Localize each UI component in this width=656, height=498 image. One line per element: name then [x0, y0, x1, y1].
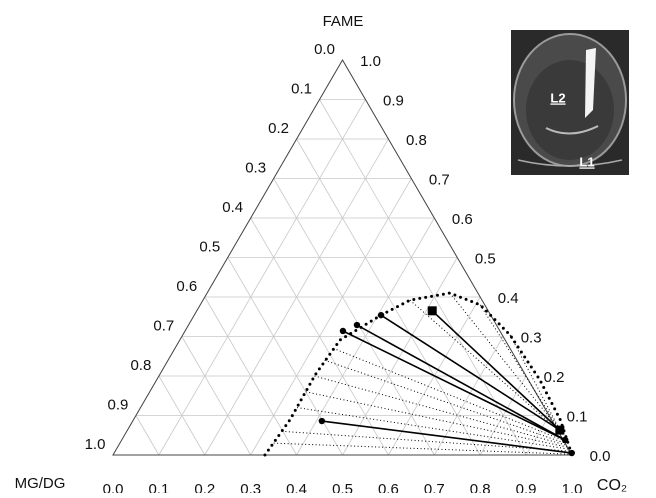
right-tick-label: 0.2	[544, 369, 565, 386]
tie-line	[305, 391, 568, 448]
x-tick-label: 0.5	[332, 481, 353, 493]
photo-inner	[526, 60, 614, 160]
triangle-frame	[112, 59, 573, 456]
grid	[112, 59, 573, 456]
grid-line	[250, 217, 389, 456]
right-tick-label: 0.7	[429, 171, 450, 188]
grid-line	[158, 99, 366, 456]
left-tick-label: 0.2	[268, 120, 289, 137]
x-tick-label: 0.9	[516, 481, 537, 493]
tie-line	[342, 330, 566, 441]
tie-line	[296, 407, 569, 450]
left-tick-label: 0.0	[314, 41, 335, 58]
left-tick-label: 1.0	[85, 436, 106, 453]
left-tick-label: 0.7	[153, 317, 174, 334]
grid-line	[250, 178, 412, 456]
x-tick-label: 0.3	[240, 481, 261, 493]
grid-line	[181, 336, 252, 456]
left-tick-label: 0.5	[199, 238, 220, 255]
tie-point	[353, 321, 361, 329]
tie-line	[509, 334, 561, 432]
right-tick-label: 0.6	[452, 211, 473, 228]
tie-point	[427, 306, 437, 316]
tie-point	[568, 449, 575, 457]
grid-line	[296, 138, 481, 456]
x-tick-label: 0.1	[148, 481, 169, 493]
x-tick-label: 0.6	[378, 481, 399, 493]
right-tick-label: 0.3	[521, 329, 542, 346]
grid-line	[158, 375, 206, 456]
tie-point	[318, 417, 326, 425]
phase-envelope	[263, 291, 574, 457]
inset-photo: L2 L1	[511, 30, 629, 175]
x-tick-label: 0.8	[470, 481, 491, 493]
left-tick-label: 0.1	[291, 80, 312, 97]
left-tick-label: 0.4	[222, 199, 243, 216]
left-tick-label: 0.3	[245, 159, 266, 176]
left-tick-label: 0.9	[108, 396, 129, 413]
left-tick-label: 0.6	[176, 278, 197, 295]
photo-label: L1	[579, 154, 594, 169]
tie-line	[356, 324, 566, 441]
x-tick-label: 1.0	[562, 481, 583, 493]
tie-line	[380, 314, 561, 431]
x-tick-label: 0.2	[194, 481, 215, 493]
grid-line	[319, 99, 527, 456]
photo-label: L2	[550, 90, 565, 105]
x-tick-label: 0.0	[103, 481, 124, 493]
right-tick-label: 0.9	[383, 92, 404, 109]
vertex-label: FAME	[323, 13, 364, 30]
tie-point	[377, 311, 385, 319]
tie-line	[314, 375, 567, 446]
x-tick-label: 0.4	[286, 481, 307, 493]
tie-line	[273, 442, 572, 455]
grid-line	[135, 415, 160, 456]
tie-line	[449, 292, 561, 432]
grid-line	[273, 178, 435, 456]
tie-line	[409, 299, 563, 434]
right-tick-label: 1.0	[360, 53, 381, 70]
x-tick-label: 0.7	[424, 481, 445, 493]
vertex-label: MG/DG	[15, 475, 66, 492]
tie-line	[431, 310, 561, 431]
tie-point	[339, 327, 347, 335]
photo-streak	[585, 48, 596, 118]
grid-line	[342, 257, 458, 456]
tie-line	[324, 359, 566, 444]
right-tick-label: 0.8	[406, 132, 427, 149]
tie-line	[479, 304, 560, 430]
right-tick-label: 0.1	[567, 408, 588, 425]
left-tick-label: 0.8	[130, 357, 151, 374]
tie-line	[321, 420, 572, 454]
right-tick-label: 0.5	[475, 250, 496, 267]
photo-bottom	[517, 159, 623, 167]
right-tick-label: 0.4	[498, 290, 519, 307]
grid-line	[204, 296, 297, 456]
grid-line	[433, 336, 504, 456]
vertex-label: CO₂	[597, 477, 627, 493]
tie-line	[281, 430, 570, 452]
tie-point	[561, 436, 569, 444]
right-tick-label: 0.0	[590, 448, 611, 465]
photo-interface	[545, 125, 599, 135]
